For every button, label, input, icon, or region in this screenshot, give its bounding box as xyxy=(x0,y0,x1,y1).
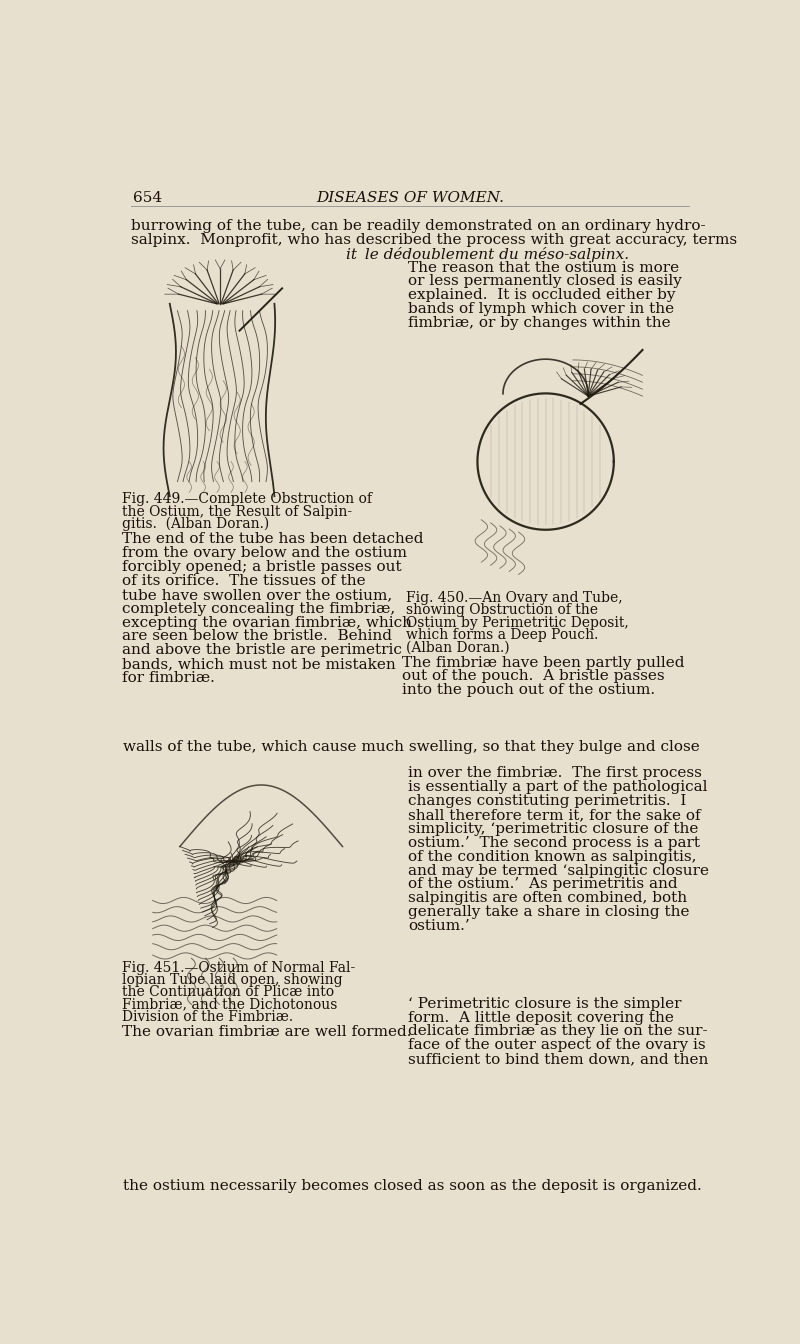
Text: DISEASES OF WOMEN.: DISEASES OF WOMEN. xyxy=(316,191,504,204)
Text: ‘ Perimetritic closure is the simpler: ‘ Perimetritic closure is the simpler xyxy=(409,997,682,1011)
Text: shall therefore term it, for the sake of: shall therefore term it, for the sake of xyxy=(409,808,701,823)
Text: out of the pouch.  A bristle passes: out of the pouch. A bristle passes xyxy=(402,669,665,684)
Text: sufficient to bind them down, and then: sufficient to bind them down, and then xyxy=(409,1052,709,1066)
Text: Fig. 449.—Complete Obstruction of: Fig. 449.—Complete Obstruction of xyxy=(122,492,372,507)
Text: The fimbriæ have been partly pulled: The fimbriæ have been partly pulled xyxy=(402,656,685,669)
Text: tube have swollen over the ostium,: tube have swollen over the ostium, xyxy=(122,587,392,602)
Text: or less permanently closed is easily: or less permanently closed is easily xyxy=(409,274,682,289)
Text: simplicity, ‘perimetritic closure of the: simplicity, ‘perimetritic closure of the xyxy=(409,823,699,836)
Text: of the condition known as salpingitis,: of the condition known as salpingitis, xyxy=(409,849,697,864)
Text: face of the outer aspect of the ovary is: face of the outer aspect of the ovary is xyxy=(409,1039,706,1052)
Text: generally take a share in closing the: generally take a share in closing the xyxy=(409,905,690,919)
Text: excepting the ovarian fimbriæ, which: excepting the ovarian fimbriæ, which xyxy=(122,616,412,629)
Text: are seen below the bristle.  Behind: are seen below the bristle. Behind xyxy=(122,629,392,644)
Text: which forms a Deep Pouch.: which forms a Deep Pouch. xyxy=(406,628,598,642)
Text: Fimbriæ, and the Dichotonous: Fimbriæ, and the Dichotonous xyxy=(122,997,337,1012)
Text: for fimbriæ.: for fimbriæ. xyxy=(122,671,214,685)
Text: from the ovary below and the ostium: from the ovary below and the ostium xyxy=(122,546,406,560)
Text: bands of lymph which cover in the: bands of lymph which cover in the xyxy=(409,302,674,316)
Text: of its orifice.  The tissues of the: of its orifice. The tissues of the xyxy=(122,574,366,589)
Text: burrowing of the tube, can be readily demonstrated on an ordinary hydro-: burrowing of the tube, can be readily de… xyxy=(131,219,706,233)
Text: fimbriæ, or by changes within the: fimbriæ, or by changes within the xyxy=(409,316,671,331)
Text: the ostium necessarily becomes closed as soon as the deposit is organized.: the ostium necessarily becomes closed as… xyxy=(123,1179,702,1193)
Text: into the pouch out of the ostium.: into the pouch out of the ostium. xyxy=(402,683,655,698)
Text: showing Obstruction of the: showing Obstruction of the xyxy=(406,603,598,617)
Text: delicate fimbriæ as they lie on the sur-: delicate fimbriæ as they lie on the sur- xyxy=(409,1024,708,1039)
Text: lopian Tube laid open, showing: lopian Tube laid open, showing xyxy=(122,973,342,986)
Text: is essentially a part of the pathological: is essentially a part of the pathologica… xyxy=(409,781,708,794)
Text: changes constituting perimetritis.  I: changes constituting perimetritis. I xyxy=(409,794,687,808)
Text: walls of the tube, which cause much swelling, so that they bulge and close: walls of the tube, which cause much swel… xyxy=(123,741,700,754)
Text: salpinx.  Monprofit, who has described the process with great accuracy, terms: salpinx. Monprofit, who has described th… xyxy=(131,233,737,247)
Text: forcibly opened; a bristle passes out: forcibly opened; a bristle passes out xyxy=(122,560,402,574)
Text: and may be termed ‘salpingitic closure: and may be termed ‘salpingitic closure xyxy=(409,864,710,878)
Text: Division of the Fimbriæ.: Division of the Fimbriæ. xyxy=(122,1009,293,1024)
Text: (Alban Doran.): (Alban Doran.) xyxy=(406,640,510,655)
Text: explained.  It is occluded either by: explained. It is occluded either by xyxy=(409,289,676,302)
Text: The ovarian fimbriæ are well formed.: The ovarian fimbriæ are well formed. xyxy=(122,1025,411,1039)
Text: completely concealing the fimbriæ,: completely concealing the fimbriæ, xyxy=(122,602,395,616)
Text: bands, which must not be mistaken: bands, which must not be mistaken xyxy=(122,657,395,671)
Text: 654: 654 xyxy=(133,191,162,204)
Text: salpingitis are often combined, both: salpingitis are often combined, both xyxy=(409,891,687,906)
Text: it  le dédoublement du méso-salpinx.: it le dédoublement du méso-salpinx. xyxy=(346,247,630,262)
Text: ostium.’: ostium.’ xyxy=(409,919,470,933)
Text: and above the bristle are perimetric: and above the bristle are perimetric xyxy=(122,644,402,657)
Text: in over the fimbriæ.  The first process: in over the fimbriæ. The first process xyxy=(409,766,702,781)
Text: Fig. 451.—Ostium of Normal Fal-: Fig. 451.—Ostium of Normal Fal- xyxy=(122,961,355,974)
Text: Fig. 450.—An Ovary and Tube,: Fig. 450.—An Ovary and Tube, xyxy=(406,591,622,605)
Text: Ostium by Perimetritic Deposit,: Ostium by Perimetritic Deposit, xyxy=(406,616,629,629)
Text: of the ostium.’  As perimetritis and: of the ostium.’ As perimetritis and xyxy=(409,878,678,891)
Text: the Ostium, the Result of Salpin-: the Ostium, the Result of Salpin- xyxy=(122,505,352,519)
Text: ostium.’  The second process is a part: ostium.’ The second process is a part xyxy=(409,836,701,849)
Text: the Continuation of Plicæ into: the Continuation of Plicæ into xyxy=(122,985,334,999)
Text: The end of the tube has been detached: The end of the tube has been detached xyxy=(122,532,423,547)
Text: gitis.  (Alban Doran.): gitis. (Alban Doran.) xyxy=(122,517,269,531)
Text: form.  A little deposit covering the: form. A little deposit covering the xyxy=(409,1011,674,1024)
Text: The reason that the ostium is more: The reason that the ostium is more xyxy=(409,261,679,274)
